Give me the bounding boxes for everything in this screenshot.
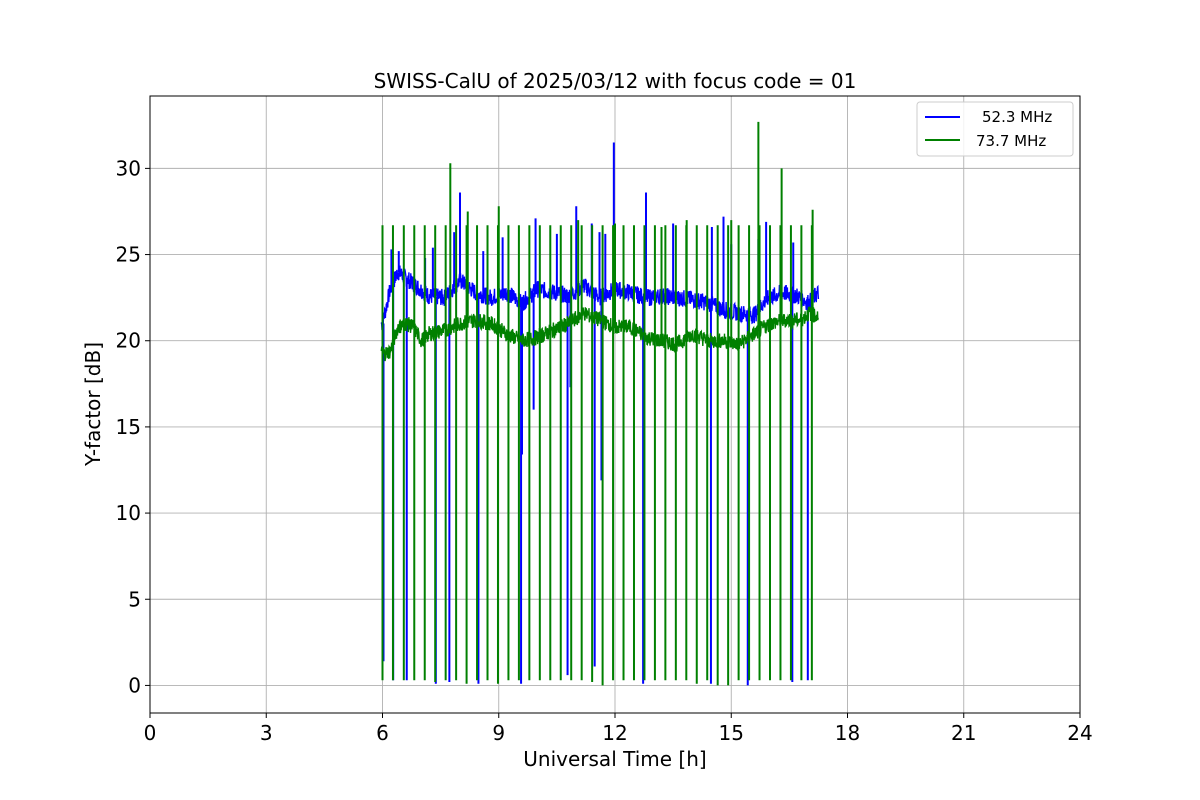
x-tick-label: 0 bbox=[144, 721, 157, 745]
y-axis-label: Y-factor [dB] bbox=[81, 342, 105, 467]
y-tick-label: 30 bbox=[116, 156, 141, 180]
y-tick-label: 15 bbox=[116, 415, 141, 439]
x-tick-label: 9 bbox=[492, 721, 505, 745]
legend: 52.3 MHz 73.7 MHz bbox=[916, 101, 1074, 157]
y-tick-label: 5 bbox=[128, 587, 141, 611]
y-tick-label: 20 bbox=[116, 329, 141, 353]
series-layer bbox=[380, 121, 820, 686]
chart-title: SWISS-CalU of 2025/03/12 with focus code… bbox=[374, 69, 857, 93]
legend-label-73-7: 73.7 MHz bbox=[976, 132, 1046, 150]
series-73-7-trace bbox=[380, 306, 819, 362]
x-tick-label: 12 bbox=[602, 721, 627, 745]
legend-box bbox=[916, 101, 1074, 157]
x-tick-label: 18 bbox=[835, 721, 860, 745]
x-tick-label: 21 bbox=[951, 721, 976, 745]
x-tick-label: 15 bbox=[719, 721, 744, 745]
x-axis-label: Universal Time [h] bbox=[523, 747, 706, 771]
y-tick-label: 10 bbox=[116, 501, 141, 525]
ticks: 0 3 6 9 12 15 18 21 24 0 5 10 15 20 25 30 bbox=[116, 156, 1093, 745]
x-tick-label: 24 bbox=[1067, 721, 1092, 745]
y-tick-label: 25 bbox=[116, 243, 141, 267]
x-tick-label: 3 bbox=[260, 721, 273, 745]
x-tick-label: 6 bbox=[376, 721, 389, 745]
y-tick-label: 0 bbox=[128, 673, 141, 697]
legend-label-52-3: 52.3 MHz bbox=[982, 108, 1052, 126]
